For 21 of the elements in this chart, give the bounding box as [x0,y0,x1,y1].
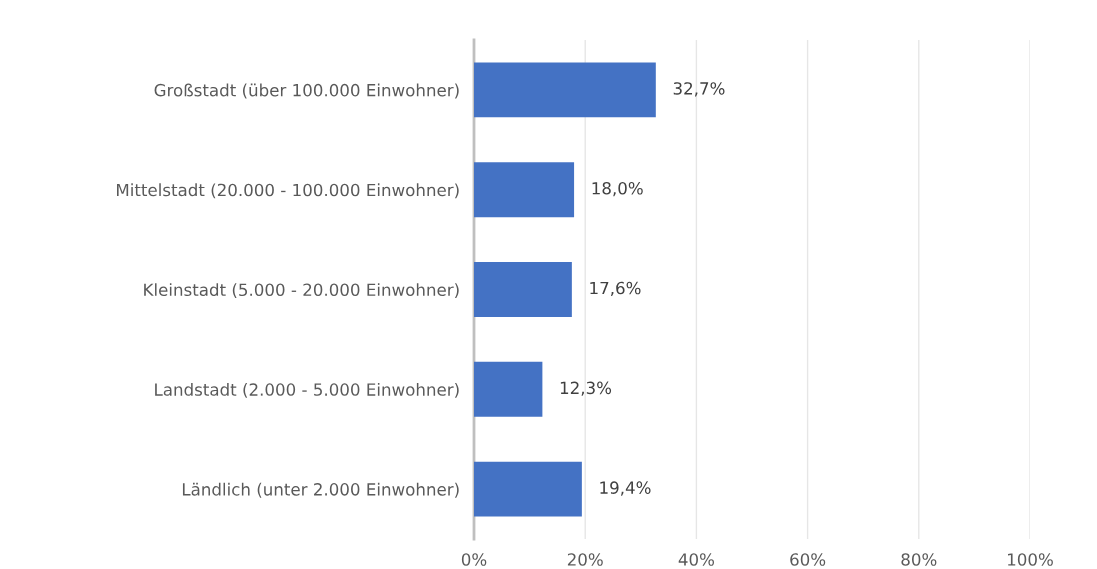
y-tick-label: Kleinstadt (5.000 - 20.000 Einwohner) [144,283,459,299]
x-tick-label: 40% [678,553,714,566]
bar [474,162,575,218]
bar [474,262,572,317]
data-label: 18,0% [592,181,643,197]
data-label: 32,7% [673,82,725,97]
x-tick-label: 20% [567,553,603,566]
x-tick-label: 80% [901,553,937,566]
y-tick-label: Großstadt (über 100.000 Einwohner) [154,83,459,99]
bar [474,62,656,118]
y-tick-label: Ländlich (unter 2.000 Einwohner) [182,482,459,498]
y-tick-label: Mittelstadt (20.000 - 100.000 Einwohner) [117,183,459,199]
data-label: 19,4% [600,481,651,496]
y-tick-label: Landstadt (2.000 - 5.000 Einwohner) [155,382,459,398]
bar [474,361,543,417]
x-tick-label: 0% [461,553,487,566]
bar [474,461,582,517]
x-tick-label: 60% [790,553,826,566]
data-label: 12,3% [560,381,612,396]
x-tick-label: 100% [1008,553,1053,566]
data-label: 17,6% [590,281,641,297]
